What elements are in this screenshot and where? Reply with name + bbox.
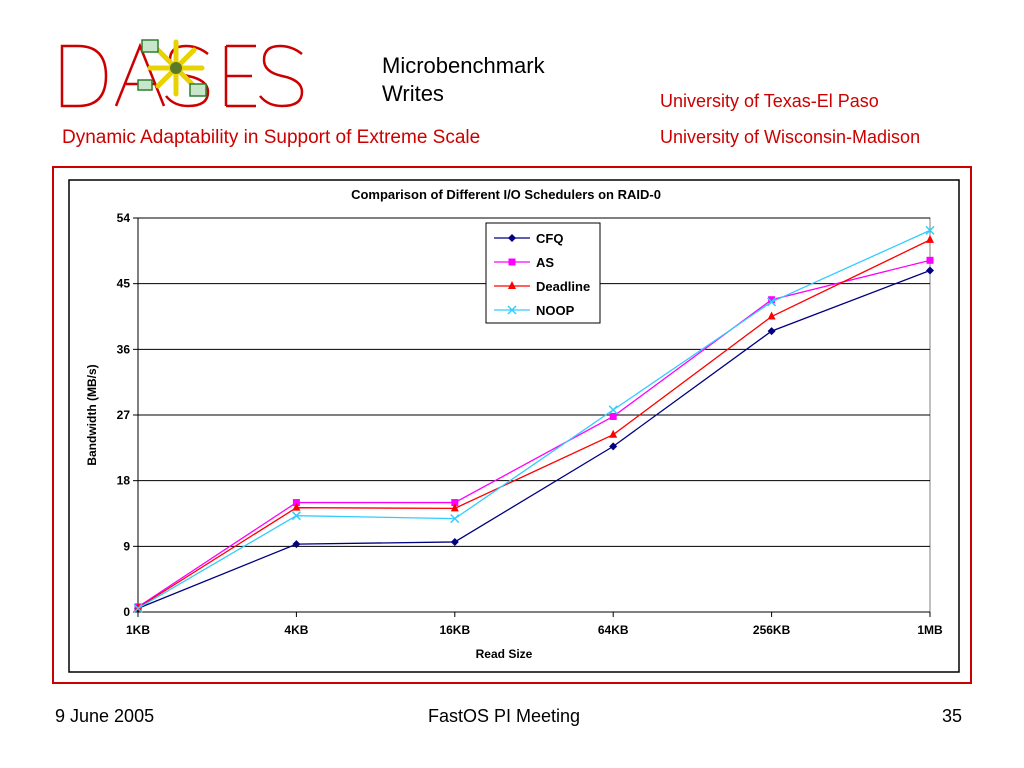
chart-frame: 0 9 18 27 36 45 54 1KB 4KB 16KB 64KB 256KB 1MB Compar… [52, 166, 972, 684]
data-point-noop [133, 603, 143, 613]
footer-event: FastOS PI Meeting [428, 706, 581, 726]
footer-date: 9 June 2005 [55, 706, 155, 726]
y-tick-label: 18 [117, 474, 131, 488]
data-point-as [926, 256, 934, 264]
legend-marker-cfq [508, 234, 516, 242]
y-tick-label: 9 [123, 539, 130, 553]
legend-label-deadline: Deadline [536, 279, 590, 294]
data-point-deadline [292, 502, 301, 511]
x-tick-label: 1KB [126, 623, 150, 637]
data-point-deadline [450, 503, 459, 512]
slide-subtitle: Dynamic Adaptability in Support of Extre… [62, 127, 481, 148]
data-point-noop [925, 225, 935, 235]
data-point-deadline [609, 429, 618, 438]
dases-logo [60, 39, 304, 108]
data-point-cfq [609, 442, 618, 451]
y-tick-label: 0 [123, 605, 130, 619]
slide-title-line1: Microbenchmark [382, 53, 545, 78]
legend-marker-as [508, 258, 516, 266]
data-point-cfq [292, 540, 301, 549]
x-tick-label: 64KB [598, 623, 629, 637]
data-point-noop [608, 405, 618, 415]
data-point-deadline [134, 602, 142, 611]
x-tick-label: 16KB [439, 623, 470, 637]
slide-title: Microbenchmark Writes [382, 52, 545, 108]
y-tick-label: 27 [117, 408, 131, 422]
series-line-as [137, 259, 931, 608]
affiliation-utep: University of Texas-El Paso [660, 91, 879, 111]
data-point-cfq [767, 327, 776, 336]
x-tick-label: 256KB [753, 623, 791, 637]
footer-page-number: 35 [942, 706, 963, 726]
flower-icon [137, 39, 207, 97]
chart-title: Comparison of Different I/O Schedulers o… [351, 187, 661, 202]
data-point-deadline [767, 311, 776, 320]
series-line-deadline [137, 239, 931, 609]
y-tick-label: 54 [117, 211, 131, 225]
data-point-noop [450, 514, 460, 524]
y-tick-label: 45 [117, 277, 131, 291]
legend-marker-deadline [508, 281, 516, 289]
slide-title-line2: Writes [382, 81, 444, 106]
data-point-as [292, 499, 300, 507]
legend-marker-noop [507, 305, 517, 315]
data-point-as [451, 499, 459, 507]
data-point-noop [291, 511, 301, 521]
x-axis-label: Read Size [476, 647, 533, 661]
data-point-cfq [450, 537, 459, 546]
y-axis-label: Bandwidth (MB/s) [85, 364, 99, 465]
series-line-cfq [137, 269, 931, 609]
data-point-as [768, 296, 776, 304]
x-tick-label: 1MB [917, 623, 943, 637]
data-point-deadline [926, 234, 934, 243]
legend-label-noop: NOOP [536, 303, 575, 318]
affiliation-uw: University of Wisconsin-Madison [660, 127, 921, 147]
x-tick-label: 4KB [284, 623, 308, 637]
legend [485, 222, 601, 324]
legend-label-as: AS [536, 255, 554, 270]
series-line-noop [137, 229, 931, 609]
legend-label-cfq: CFQ [536, 231, 563, 246]
line-chart: 0 9 18 27 36 45 54 1KB 4KB 16KB 64KB 256KB 1MB Compar… [68, 179, 960, 673]
data-point-as [609, 412, 617, 420]
data-point-noop [767, 297, 777, 307]
y-tick-label: 36 [117, 342, 131, 356]
data-point-cfq [926, 266, 934, 275]
